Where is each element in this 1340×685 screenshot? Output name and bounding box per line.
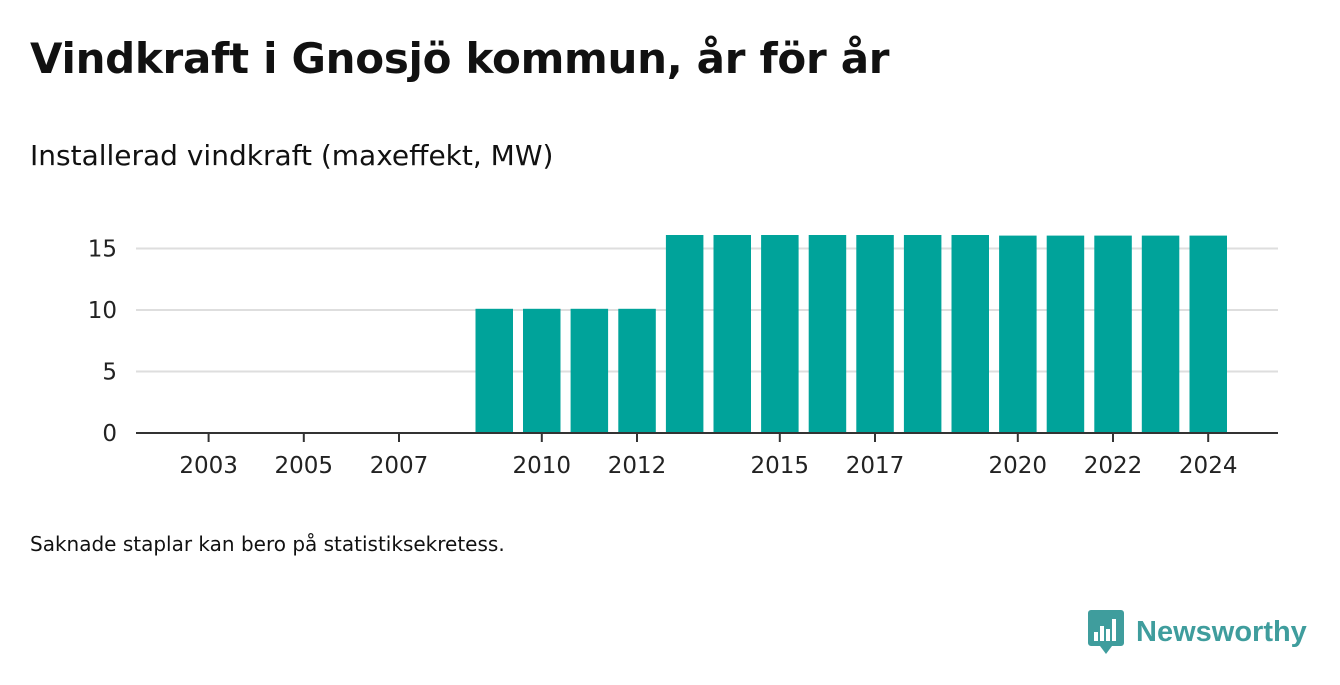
axes: 0 5 10 15 2003 2005 2007 2010 2012 2015 2017 2020 20… [88,237,1278,479]
x-tick-label: 2010 [513,453,572,479]
y-tick-label: 15 [88,237,117,263]
brand-name: Newsworthy [1136,615,1307,648]
footnote: Saknade staplar kan bero på statistiksek… [30,532,505,556]
gridlines [136,247,1278,373]
bar-2019 [951,235,989,433]
x-tick-label: 2020 [989,453,1048,479]
bar-2021 [1046,235,1085,433]
bar-2009 [475,308,513,433]
bar-2015 [761,235,799,433]
x-tick-label: 2024 [1179,453,1238,479]
bar-2023 [1141,235,1180,433]
bar-chart: 0 5 10 15 2003 2005 2007 2010 2012 2015 2017 2020 20… [88,235,1278,479]
y-tick-label: 10 [88,298,117,324]
bar-2010 [523,308,561,433]
y-tick-label: 0 [102,421,117,447]
bar-2013 [665,235,704,433]
bar-2014 [713,235,751,433]
x-tick-label: 2003 [179,453,238,479]
bar-2024 [1189,235,1227,433]
bar-2018 [903,235,942,433]
newsworthy-logo-icon [1088,610,1124,654]
x-tick-label: 2015 [751,453,810,479]
brand-logo[interactable]: Newsworthy [1088,610,1307,654]
chart-subtitle: Installerad vindkraft (maxeffekt, MW) [30,139,554,172]
x-tick-label: 2022 [1084,453,1143,479]
x-tick-label: 2017 [846,453,905,479]
bars [475,235,1227,433]
x-tick-label: 2005 [275,453,334,479]
x-tick-label: 2007 [370,453,429,479]
bar-2017 [856,235,894,433]
chart-title: Vindkraft i Gnosjö kommun, år för år [30,34,890,83]
bar-2016 [808,235,847,433]
x-tick-label: 2012 [608,453,667,479]
bar-2011 [570,308,609,433]
bar-2020 [999,235,1037,433]
y-tick-label: 5 [102,360,117,386]
bar-2022 [1094,235,1132,433]
bar-2012 [618,308,656,433]
